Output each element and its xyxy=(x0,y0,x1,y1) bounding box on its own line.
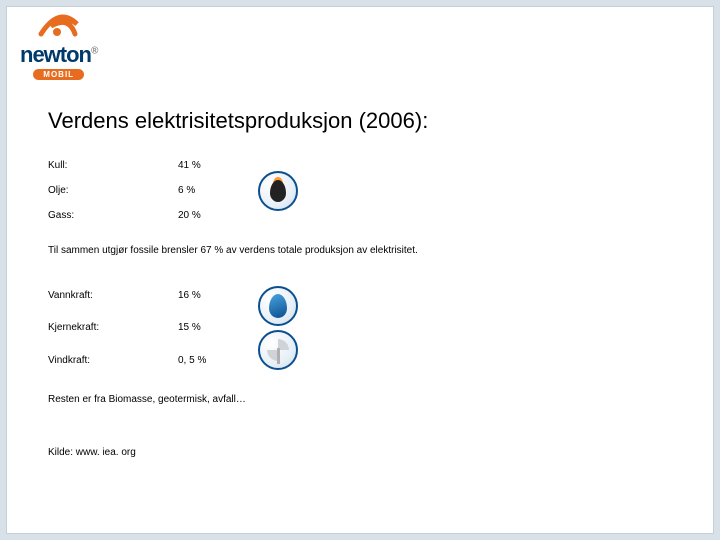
logo: newton® MOBIL xyxy=(20,10,97,80)
row-value: 6 % xyxy=(178,185,258,196)
logo-registered: ® xyxy=(91,46,97,57)
oil-drop-icon xyxy=(258,171,298,211)
row-value: 0, 5 % xyxy=(178,355,258,366)
row-label: Vindkraft: xyxy=(48,355,178,366)
water-drop-icon xyxy=(258,286,298,326)
data-table: Kull: 41 % Olje: 6 % Gass: 20 % Til samm… xyxy=(48,160,672,421)
content: Verdens elektrisitetsproduksjon (2006): … xyxy=(48,108,672,458)
row-value: 20 % xyxy=(178,210,258,221)
row-label: Gass: xyxy=(48,210,178,221)
rest-note: Resten er fra Biomasse, geotermisk, avfa… xyxy=(48,394,672,405)
source-line: Kilde: www. iea. org xyxy=(48,447,672,458)
fossil-note: Til sammen utgjør fossile brensler 67 % … xyxy=(48,245,672,256)
page-title: Verdens elektrisitetsproduksjon (2006): xyxy=(48,108,672,134)
wind-turbine-icon xyxy=(258,330,298,370)
row-label: Kjernekraft: xyxy=(48,322,178,333)
row-value: 16 % xyxy=(178,290,258,301)
fossil-icon-stack xyxy=(258,171,672,211)
row-value: 15 % xyxy=(178,322,258,333)
row-value: 41 % xyxy=(178,160,258,171)
row-label: Vannkraft: xyxy=(48,290,178,301)
row-label: Olje: xyxy=(48,185,178,196)
row-label: Kull: xyxy=(48,160,178,171)
renewable-icon-stack xyxy=(258,286,672,370)
logo-swirl-icon xyxy=(35,10,83,46)
logo-badge: MOBIL xyxy=(33,69,84,80)
